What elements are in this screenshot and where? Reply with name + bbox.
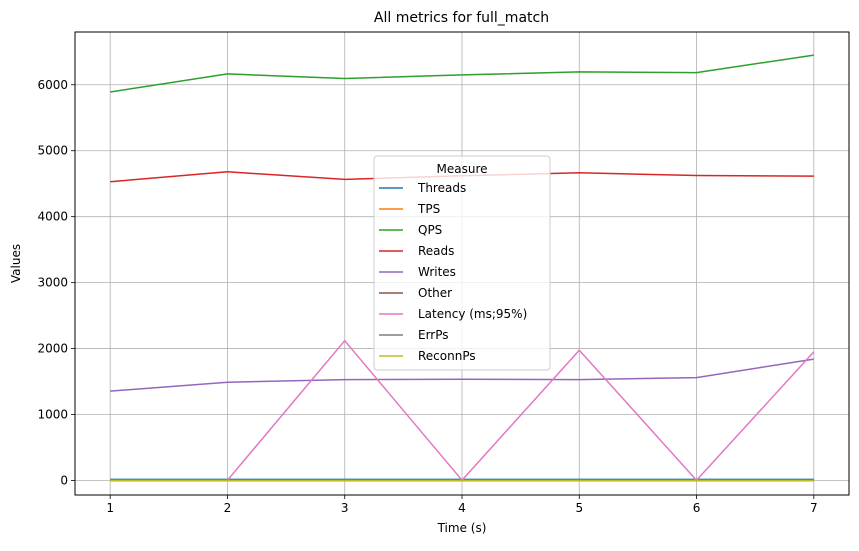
chart-title: All metrics for full_match — [374, 10, 549, 26]
y-tick-label: 0 — [60, 473, 68, 487]
legend-item-errps: ErrPs — [379, 328, 449, 342]
x-axis-ticks: 1 2 3 4 5 6 7 — [106, 495, 818, 515]
y-tick-label: 3000 — [37, 276, 68, 290]
x-tick-label: 4 — [458, 501, 466, 515]
grid-lines — [75, 32, 849, 495]
legend-label: TPS — [417, 202, 440, 216]
legend-label: ErrPs — [418, 328, 449, 342]
legend-box — [373, 155, 551, 371]
y-tick-label: 4000 — [37, 210, 68, 224]
x-tick-label: 3 — [341, 501, 349, 515]
y-tick-label: 5000 — [37, 144, 68, 158]
legend-label: QPS — [418, 223, 442, 237]
legend-label: Writes — [418, 265, 456, 279]
x-tick-label: 5 — [575, 501, 583, 515]
y-tick-label: 6000 — [37, 78, 68, 92]
legend: Measure Threads TPS QPS Reads Writes Other Lat… — [373, 155, 551, 371]
legend-item-other: Other — [379, 286, 452, 300]
x-tick-label: 6 — [693, 501, 701, 515]
legend-label: Other — [418, 286, 452, 300]
x-tick-label: 1 — [106, 501, 114, 515]
series-line-qps — [110, 54, 814, 93]
y-tick-label: 2000 — [37, 342, 68, 356]
legend-title: Measure — [437, 162, 488, 176]
x-tick-label: 7 — [810, 501, 818, 515]
legend-label: Reads — [418, 244, 454, 258]
legend-item-qps: QPS — [379, 223, 442, 237]
x-axis-label: Time (s) — [437, 521, 487, 535]
legend-label: Latency (ms;95%) — [418, 307, 527, 321]
legend-item-reconnps: ReconnPs — [379, 349, 476, 363]
series-line-writes — [110, 358, 814, 392]
legend-item-reads: Reads — [379, 244, 454, 258]
y-tick-label: 1000 — [37, 408, 68, 422]
legend-item-threads: Threads — [379, 181, 466, 195]
legend-item-writes: Writes — [379, 265, 456, 279]
legend-label: Threads — [417, 181, 466, 195]
y-axis-label: Values — [9, 244, 23, 283]
legend-item-tps: TPS — [379, 202, 440, 216]
legend-item-latency-ms-95: Latency (ms;95%) — [379, 307, 527, 321]
x-tick-label: 2 — [224, 501, 232, 515]
legend-label: ReconnPs — [418, 349, 476, 363]
y-axis-ticks: 0 1000 2000 3000 4000 5000 6000 — [37, 78, 75, 487]
